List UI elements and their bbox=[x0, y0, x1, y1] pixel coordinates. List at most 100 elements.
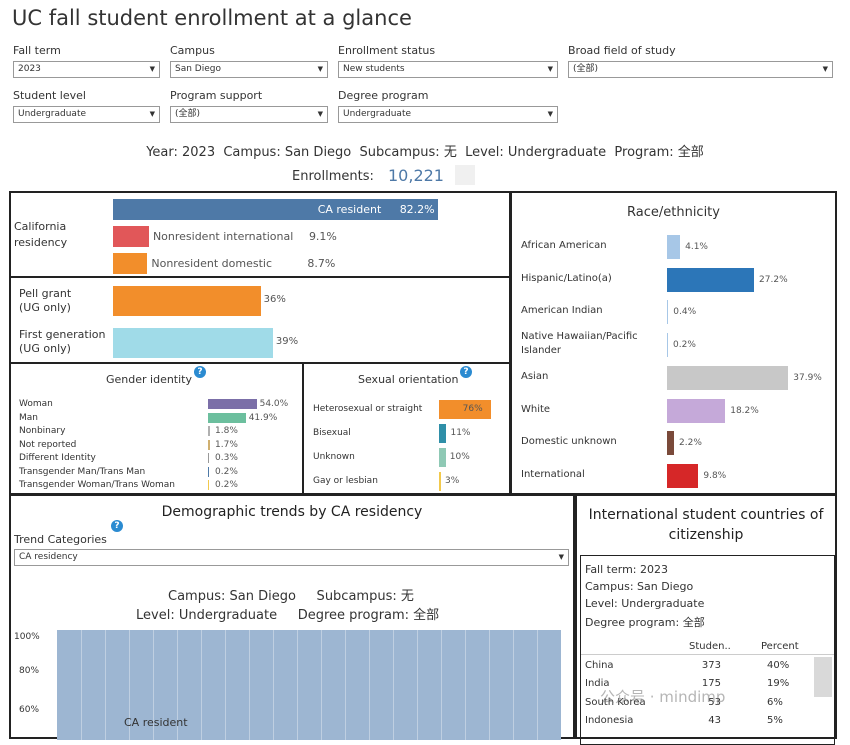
grid-line bbox=[225, 630, 226, 740]
col-percent: Percent bbox=[761, 641, 799, 652]
country-percent: 5% bbox=[767, 714, 783, 726]
summary-line: Year: 2023 Campus: San Diego Subcampus: … bbox=[146, 145, 704, 160]
gender-title: Gender identity bbox=[106, 373, 193, 386]
campus-select[interactable]: San Diego ▼ bbox=[170, 61, 328, 78]
field-of-study-select[interactable]: (全部) ▼ bbox=[568, 61, 833, 78]
field-of-study-value: (全部) bbox=[573, 64, 599, 74]
pell-value: 36% bbox=[263, 294, 286, 305]
enrollment-status-select[interactable]: New students ▼ bbox=[338, 61, 558, 78]
program-support-select[interactable]: (全部) ▼ bbox=[170, 106, 328, 123]
firstgen-bar bbox=[113, 328, 273, 358]
enrollments-value: 10,221 bbox=[388, 166, 444, 185]
race-value: 27.2% bbox=[759, 274, 788, 285]
scrollbar[interactable] bbox=[814, 657, 832, 697]
residency-bar bbox=[113, 253, 148, 274]
country-name: China bbox=[585, 660, 614, 671]
residency-bar bbox=[113, 199, 438, 220]
grid-line bbox=[201, 630, 202, 740]
intl-info-program: Degree program: 全部 bbox=[585, 616, 705, 629]
country-students: 43 bbox=[708, 714, 721, 726]
orientation-value: 10% bbox=[449, 452, 470, 462]
grid-line bbox=[489, 630, 490, 740]
grid-line bbox=[441, 630, 442, 740]
chevron-down-icon: ▼ bbox=[822, 65, 828, 73]
enrollments-label: Enrollments: bbox=[292, 169, 374, 184]
grid-line bbox=[273, 630, 274, 740]
gender-value: 1.8% bbox=[215, 426, 238, 436]
gender-bar bbox=[208, 466, 209, 477]
orientation-label: Bisexual bbox=[313, 428, 351, 438]
gender-bar bbox=[208, 412, 246, 423]
race-bar bbox=[667, 300, 669, 325]
race-value: 0.2% bbox=[673, 340, 696, 351]
student-level-select[interactable]: Undergraduate ▼ bbox=[13, 106, 160, 123]
race-bar bbox=[667, 267, 755, 292]
degree-program-value: Undergraduate bbox=[343, 109, 412, 119]
race-panel: Race/ethnicity African American 4.1% Hispa… bbox=[510, 191, 837, 495]
grid-line bbox=[465, 630, 466, 740]
race-label: Hispanic/Latino(a) bbox=[521, 272, 612, 284]
race-label: American Indian bbox=[521, 305, 603, 317]
orientation-panel: Sexual orientation ? Heterosexual or str… bbox=[302, 362, 511, 495]
gender-label: Transgender Man/Trans Man bbox=[19, 466, 146, 477]
fall-term-select[interactable]: 2023 ▼ bbox=[13, 61, 160, 78]
residency-bar bbox=[113, 226, 149, 247]
orientation-bar bbox=[439, 472, 442, 491]
field-of-study-label: Broad field of study bbox=[568, 44, 676, 57]
program-support-label: Program support bbox=[170, 89, 263, 102]
y-tick-80: 80% bbox=[19, 666, 40, 676]
help-icon[interactable]: ? bbox=[111, 520, 123, 532]
race-label: Asian bbox=[521, 370, 549, 382]
residency-bar-value: 82.2% bbox=[399, 203, 435, 216]
intl-table-box: Fall term: 2023 Campus: San Diego Level:… bbox=[580, 555, 835, 745]
enrollment-status-value: New students bbox=[343, 64, 405, 74]
intl-info-campus: Campus: San Diego bbox=[585, 580, 694, 593]
gender-label: Woman bbox=[19, 399, 53, 409]
gender-label: Not reported bbox=[19, 439, 77, 450]
intl-info-term: Fall term: 2023 bbox=[585, 563, 668, 576]
country-name: Indonesia bbox=[585, 714, 634, 726]
country-percent: 6% bbox=[767, 696, 783, 708]
race-title: Race/ethnicity bbox=[627, 205, 720, 220]
country-percent: 19% bbox=[767, 678, 790, 690]
trends-title: Demographic trends by CA residency bbox=[161, 504, 423, 520]
grid-line bbox=[321, 630, 322, 740]
trend-area bbox=[57, 630, 561, 740]
race-value: 37.9% bbox=[793, 372, 822, 383]
orientation-bar bbox=[439, 400, 491, 419]
race-bar bbox=[667, 235, 681, 259]
grid-line bbox=[393, 630, 394, 740]
gender-label: Different Identity bbox=[19, 453, 96, 463]
country-students: 175 bbox=[701, 678, 721, 690]
gender-bar bbox=[208, 426, 210, 436]
help-icon[interactable]: ? bbox=[460, 366, 472, 378]
grid-line bbox=[297, 630, 298, 740]
enrollment-status-label: Enrollment status bbox=[338, 44, 436, 57]
chevron-down-icon: ▼ bbox=[317, 65, 323, 73]
gender-value: 0.3% bbox=[215, 453, 238, 463]
race-bar bbox=[667, 333, 668, 358]
race-bar bbox=[667, 398, 726, 423]
help-icon[interactable]: ? bbox=[194, 366, 206, 378]
race-value: 0.4% bbox=[673, 307, 697, 318]
orientation-bar bbox=[439, 448, 446, 467]
watermark: 公众号 · mindimp bbox=[600, 688, 726, 706]
chevron-down-icon: ▼ bbox=[149, 65, 155, 73]
country-name: South Korea bbox=[585, 696, 646, 708]
trend-category-select[interactable]: CA residency ▼ bbox=[14, 549, 569, 566]
firstgen-value: 39% bbox=[275, 336, 299, 347]
orientation-title: Sexual orientation bbox=[358, 373, 459, 386]
country-name: India bbox=[585, 678, 610, 690]
residency-label: California residency bbox=[14, 220, 68, 249]
race-label: International bbox=[521, 468, 585, 480]
gender-value: 1.7% bbox=[215, 439, 238, 450]
degree-program-select[interactable]: Undergraduate ▼ bbox=[338, 106, 558, 123]
grid-line bbox=[81, 630, 82, 740]
chevron-down-icon: ▼ bbox=[547, 110, 553, 118]
page-title: UC fall student enrollment at a glance bbox=[12, 6, 412, 30]
race-label: Domestic unknown bbox=[521, 436, 617, 448]
gender-label: Transgender Woman/Trans Woman bbox=[19, 480, 175, 490]
chevron-down-icon: ▼ bbox=[558, 553, 564, 561]
gender-bar bbox=[208, 439, 210, 450]
race-label: African American bbox=[521, 240, 607, 251]
